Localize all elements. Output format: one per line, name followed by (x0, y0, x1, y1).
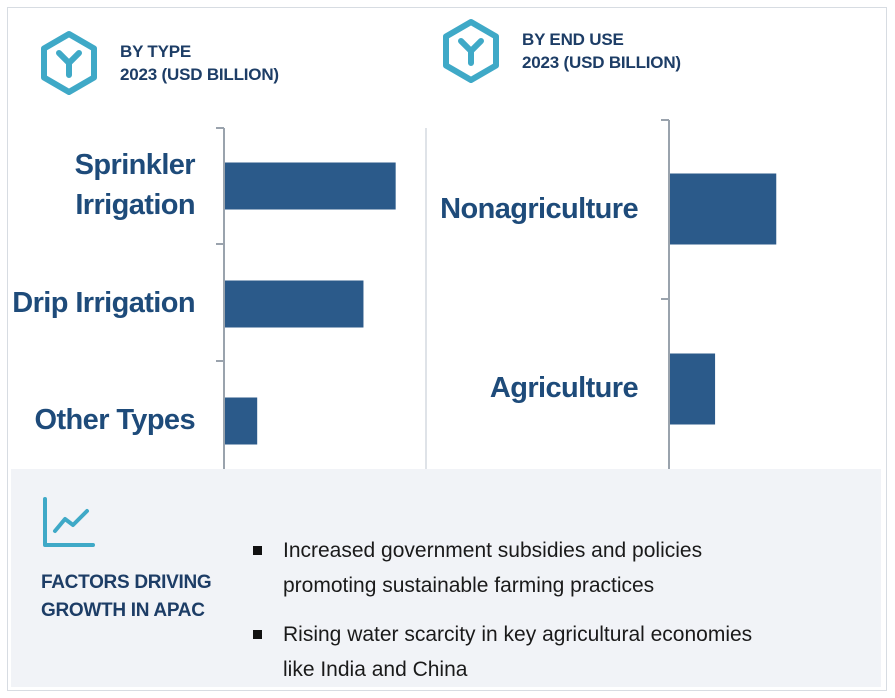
bullet-text-line2: like India and China (283, 658, 468, 681)
bar-drip-irrigation (225, 280, 364, 328)
bar-other-types (225, 397, 258, 445)
panel-heading-line2: 2023 (USD BILLION) (120, 65, 279, 84)
bullet-text-line1: Increased government subsidies and polic… (283, 539, 703, 562)
line-chart-trend-icon (43, 497, 95, 547)
panel-divider (425, 128, 427, 470)
category-label-other-types: Other Types (34, 404, 196, 436)
panel-heading-line2: 2023 (USD BILLION) (522, 53, 681, 72)
factors-title: FACTORS DRIVING GROWTH IN APAC (41, 569, 251, 625)
factors-title-line1: FACTORS DRIVING (41, 572, 212, 593)
panel-heading-line1: BY END USE (522, 30, 624, 49)
category-label-drip-irrigation: Drip Irrigation (12, 287, 195, 319)
panel-header-by-end-use: BY END USE 2023 (USD BILLION) (440, 18, 681, 84)
bar-sprinkler-irrigation (225, 162, 396, 210)
bullet-text-line1: Rising water scarcity in key agricultura… (283, 623, 753, 646)
hexagon-y-icon (443, 19, 499, 83)
hexagon-y-icon (41, 31, 97, 95)
category-label-sprinkler-irrigation: Sprinkler Irrigation (74, 149, 196, 221)
panel-header-by-type: BY TYPE 2023 (USD BILLION) (38, 30, 279, 96)
panel-heading-line1: BY TYPE (120, 42, 192, 61)
bullet-square-icon (253, 630, 262, 639)
growth-factors-panel: FACTORS DRIVING GROWTH IN APAC Increased… (11, 469, 881, 687)
category-label-agriculture: Agriculture (489, 372, 639, 404)
bar-nonagriculture (670, 173, 777, 245)
bar-agriculture (670, 353, 716, 425)
list-item: Rising water scarcity in key agricultura… (249, 617, 869, 687)
factors-list: Increased government subsidies and polic… (249, 533, 869, 698)
category-label-nonagriculture: Nonagriculture (440, 193, 638, 225)
bullet-square-icon (253, 546, 262, 555)
list-item: Increased government subsidies and polic… (249, 533, 869, 603)
factors-title-line2: GROWTH IN APAC (41, 600, 205, 621)
bullet-text-line2: promoting sustainable farming practices (283, 574, 655, 597)
